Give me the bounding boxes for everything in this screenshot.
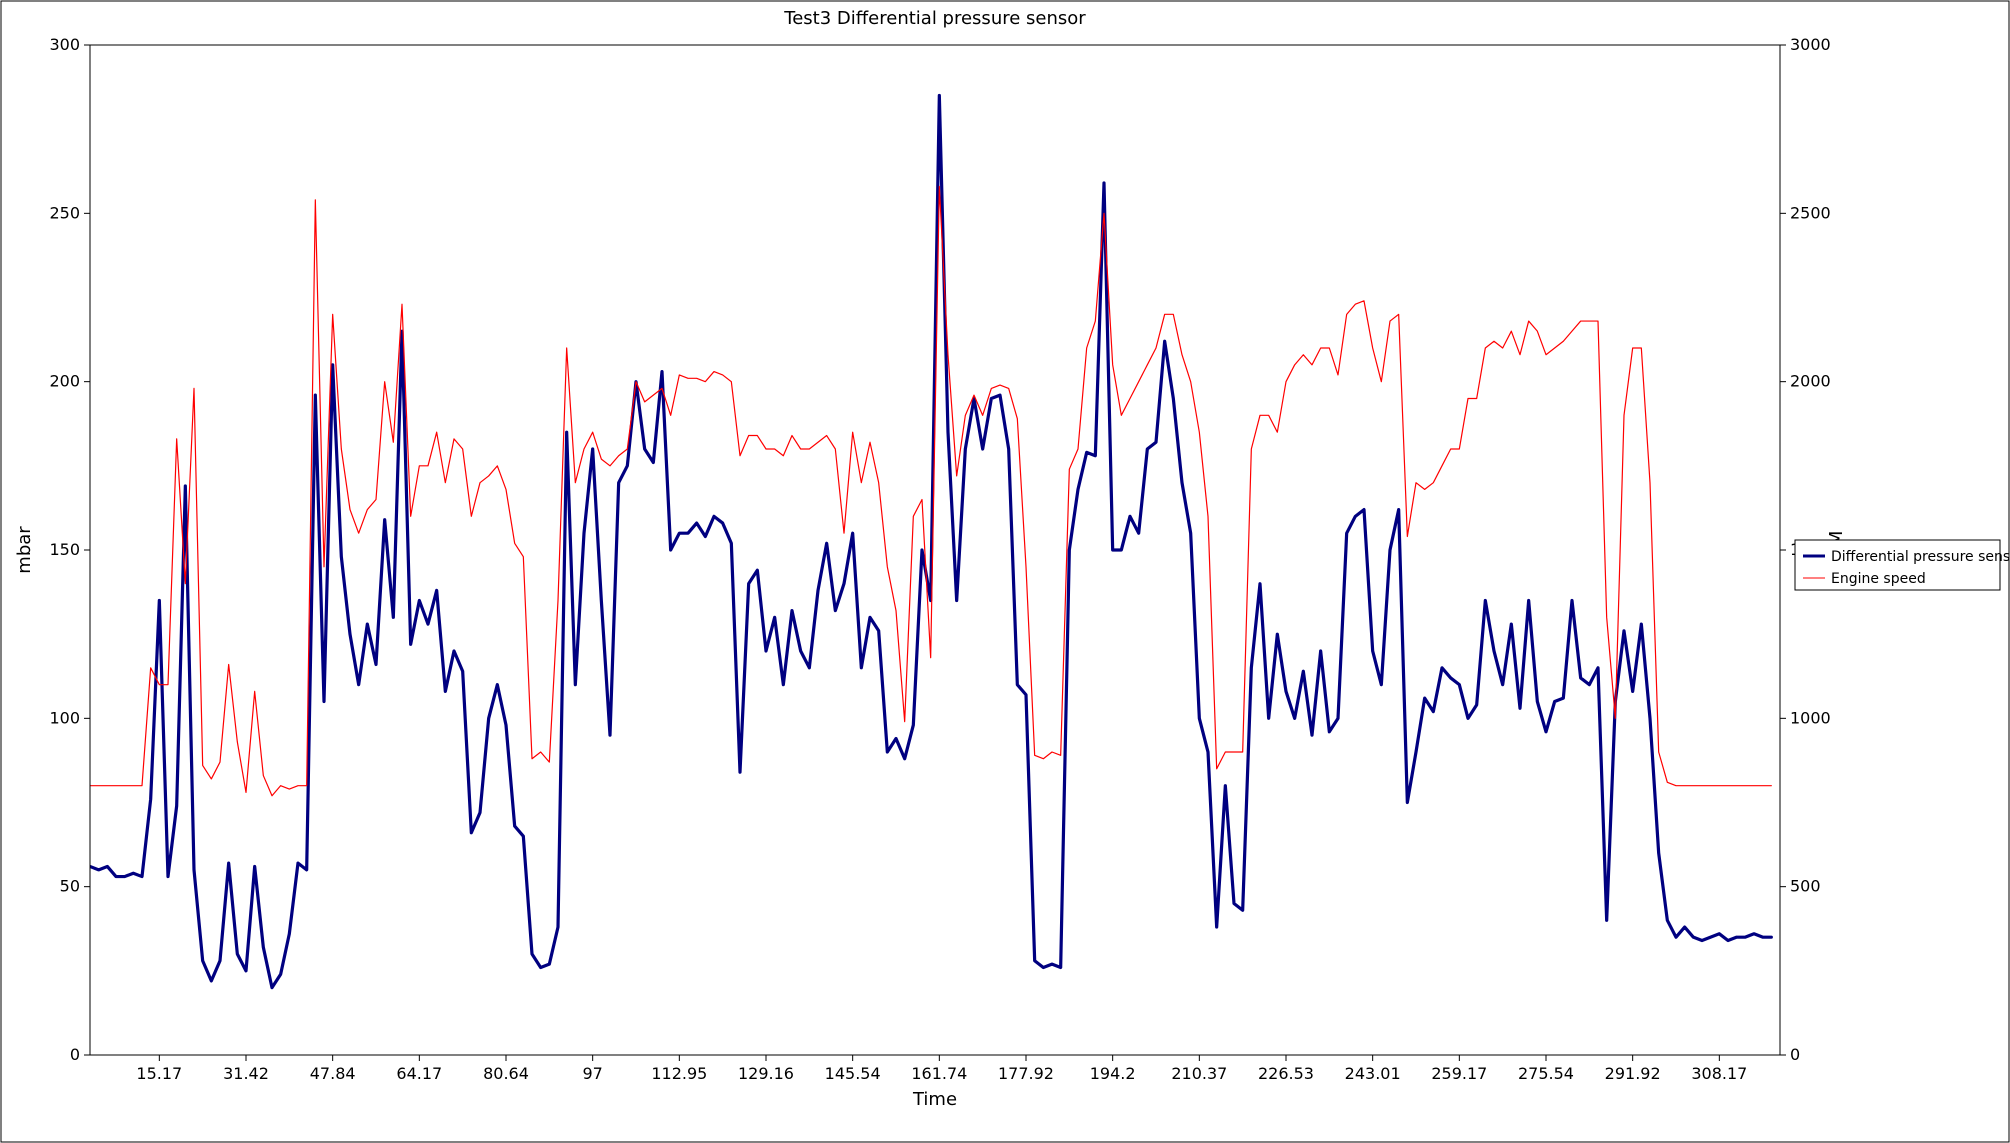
yaxis-left-tick-label: 300 xyxy=(49,35,80,54)
yaxis-left-label: mbar xyxy=(14,526,35,574)
dual-axis-chart: Test3 Differential pressure sensor 0 50 100… xyxy=(0,0,2010,1143)
xaxis-tick-label: 161.74 xyxy=(911,1064,967,1083)
xaxis-tick-label: 226.53 xyxy=(1258,1064,1314,1083)
yaxis-left-tick-label: 200 xyxy=(49,372,80,391)
xaxis-tick-label: 259.17 xyxy=(1431,1064,1487,1083)
xaxis-tick-label: 80.64 xyxy=(483,1064,529,1083)
yaxis-left-tick-label: 0 xyxy=(70,1045,80,1064)
yaxis-right-tick-label: 3000 xyxy=(1790,35,1831,54)
xaxis-tick-label: 112.95 xyxy=(651,1064,707,1083)
yaxis-right-tick-label: 2500 xyxy=(1790,203,1831,222)
xaxis-tick-label: 15.17 xyxy=(136,1064,182,1083)
xaxis-tick-label: 177.92 xyxy=(998,1064,1054,1083)
xaxis-tick-label: 308.17 xyxy=(1691,1064,1747,1083)
xaxis-tick-label: 275.54 xyxy=(1518,1064,1574,1083)
xaxis-tick-label: 194.2 xyxy=(1090,1064,1136,1083)
chart-title: Test3 Differential pressure sensor xyxy=(783,8,1086,29)
xaxis-tick-label: 210.37 xyxy=(1171,1064,1227,1083)
yaxis-right-tick-label: 500 xyxy=(1790,877,1821,896)
yaxis-right-tick-label: 1000 xyxy=(1790,708,1831,727)
yaxis-right-tick-label: 2000 xyxy=(1790,372,1831,391)
xaxis-tick-label: 145.54 xyxy=(825,1064,881,1083)
xaxis-tick-label: 129.16 xyxy=(738,1064,794,1083)
legend-label: Differential pressure sensor xyxy=(1831,549,2010,565)
yaxis-left-tick-label: 150 xyxy=(49,540,80,559)
xaxis-label: Time xyxy=(912,1089,957,1110)
xaxis-tick-label: 64.17 xyxy=(396,1064,442,1083)
xaxis-tick-label: 31.42 xyxy=(223,1064,269,1083)
yaxis-left-tick-label: 100 xyxy=(49,708,80,727)
xaxis-tick-label: 291.92 xyxy=(1605,1064,1661,1083)
yaxis-left-tick-label: 250 xyxy=(49,203,80,222)
xaxis-tick-label: 97 xyxy=(582,1064,602,1083)
xaxis-tick-label: 47.84 xyxy=(310,1064,356,1083)
yaxis-left-tick-label: 50 xyxy=(60,877,80,896)
xaxis-tick-label: 243.01 xyxy=(1345,1064,1401,1083)
yaxis-right-tick-label: 0 xyxy=(1790,1045,1800,1064)
legend-label: Engine speed xyxy=(1831,571,1926,587)
